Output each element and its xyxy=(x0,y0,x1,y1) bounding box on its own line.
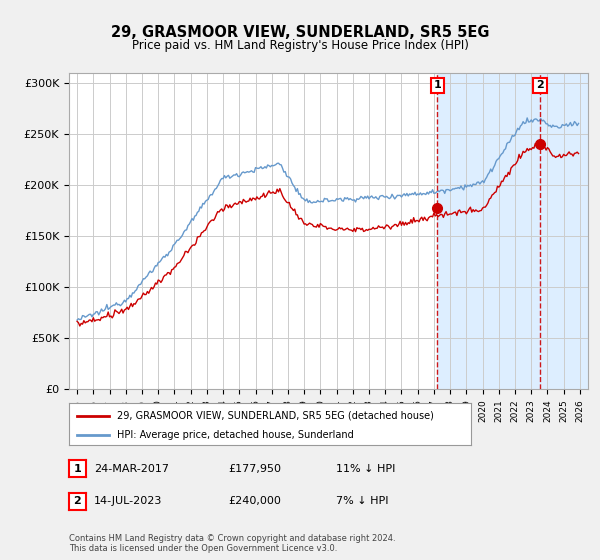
Text: Price paid vs. HM Land Registry's House Price Index (HPI): Price paid vs. HM Land Registry's House … xyxy=(131,39,469,53)
Text: 11% ↓ HPI: 11% ↓ HPI xyxy=(336,464,395,474)
Text: 7% ↓ HPI: 7% ↓ HPI xyxy=(336,496,389,506)
Text: Contains HM Land Registry data © Crown copyright and database right 2024.
This d: Contains HM Land Registry data © Crown c… xyxy=(69,534,395,553)
Bar xyxy=(437,73,588,389)
Text: 2: 2 xyxy=(74,496,81,506)
Text: 14-JUL-2023: 14-JUL-2023 xyxy=(94,496,163,506)
Text: 29, GRASMOOR VIEW, SUNDERLAND, SR5 5EG: 29, GRASMOOR VIEW, SUNDERLAND, SR5 5EG xyxy=(111,25,489,40)
Text: £177,950: £177,950 xyxy=(228,464,281,474)
Text: 1: 1 xyxy=(74,464,81,474)
Text: £240,000: £240,000 xyxy=(228,496,281,506)
Text: 24-MAR-2017: 24-MAR-2017 xyxy=(94,464,169,474)
Text: 29, GRASMOOR VIEW, SUNDERLAND, SR5 5EG (detached house): 29, GRASMOOR VIEW, SUNDERLAND, SR5 5EG (… xyxy=(117,411,434,421)
Text: 2: 2 xyxy=(536,81,544,91)
Text: 1: 1 xyxy=(434,81,442,91)
Text: HPI: Average price, detached house, Sunderland: HPI: Average price, detached house, Sund… xyxy=(117,430,354,440)
